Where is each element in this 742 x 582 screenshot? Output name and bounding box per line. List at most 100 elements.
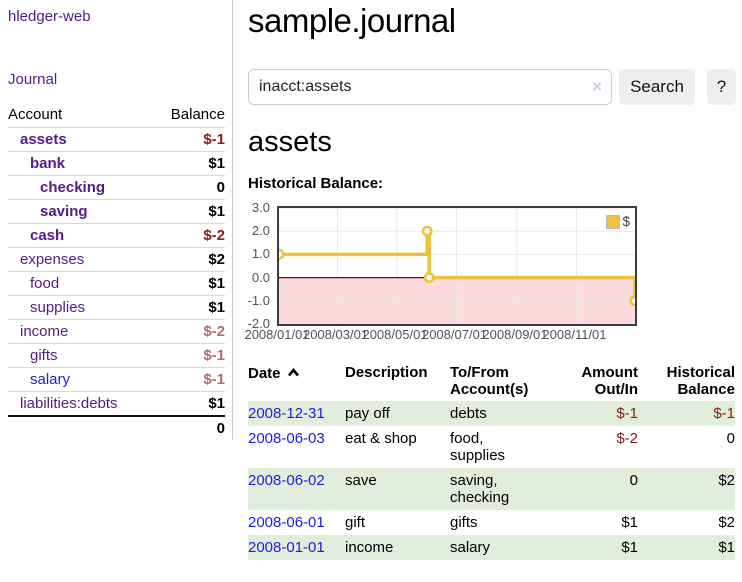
transaction-amount: $-1 <box>616 405 638 422</box>
transaction-accounts: food, supplies <box>450 430 506 464</box>
account-balance: $1 <box>208 299 225 316</box>
register-header-row: Date Description To/From Account(s) Amou… <box>248 361 735 401</box>
col-header-amount: Amount Out/In <box>581 364 638 398</box>
accounts-total-row: 0 <box>8 415 225 440</box>
account-balance: $1 <box>208 275 225 292</box>
account-row: cash $-2 <box>8 223 225 247</box>
account-balance: $-2 <box>203 323 225 340</box>
account-link-cash[interactable]: cash <box>30 227 65 244</box>
sidebar-item-journal[interactable]: Journal <box>8 71 58 88</box>
accounts-tree: Account Balance assets $-1 bank $1 check… <box>8 103 225 440</box>
account-link-expenses[interactable]: expenses <box>20 251 85 268</box>
account-row: salary $-1 <box>8 367 225 391</box>
account-link-income[interactable]: income <box>20 323 69 340</box>
account-balance: 0 <box>216 179 225 196</box>
transaction-balance: $-1 <box>713 405 735 422</box>
account-balance: $-1 <box>203 131 225 148</box>
account-link-liabilities-debts[interactable]: liabilities:debts <box>20 395 118 412</box>
account-row: bank $1 <box>8 151 225 175</box>
account-heading: assets <box>248 126 332 158</box>
account-balance: $1 <box>208 395 225 412</box>
search-input[interactable] <box>248 69 612 105</box>
transaction-balance: $2 <box>718 472 735 489</box>
clear-search-icon[interactable]: × <box>592 77 602 96</box>
search-button[interactable]: Search <box>619 69 695 105</box>
search-form: × Search ? <box>248 69 736 105</box>
transaction-balance: 0 <box>726 430 735 447</box>
col-header-balance: Historical Balance <box>666 364 735 398</box>
legend-label: $ <box>622 214 630 229</box>
transaction-description: save <box>345 472 377 489</box>
transaction-amount: $1 <box>621 539 638 556</box>
transaction-accounts: debts <box>450 405 487 422</box>
account-link-assets[interactable]: assets <box>20 131 67 148</box>
transaction-date-link[interactable]: 2008-12-31 <box>248 405 325 422</box>
account-row: liabilities:debts $1 <box>8 391 225 415</box>
account-row: food $1 <box>8 271 225 295</box>
register-row: 2008-01-01 income salary $1 $1 <box>248 535 735 560</box>
account-link-saving[interactable]: saving <box>40 203 88 220</box>
chart-canvas <box>279 208 635 324</box>
account-row: income $-2 <box>8 319 225 343</box>
accounts-header: Account Balance <box>8 103 225 127</box>
transaction-amount: $-2 <box>616 430 638 447</box>
transaction-amount: 0 <box>629 472 638 489</box>
search-field-wrap: × <box>248 69 612 105</box>
sort-ascending-icon <box>287 364 300 381</box>
account-row: gifts $-1 <box>8 343 225 367</box>
col-header-date[interactable]: Date <box>248 361 345 401</box>
transaction-description: income <box>345 539 394 556</box>
register-row: 2008-06-01 gift gifts $1 $2 <box>248 510 735 535</box>
legend-swatch-icon <box>606 214 621 229</box>
account-link-supplies[interactable]: supplies <box>30 299 86 316</box>
chart-y-axis-labels: 3.0 2.0 1.0 0.0 -1.0 -2.0 <box>247 200 270 331</box>
accounts-total-value: 0 <box>216 420 225 437</box>
app-brand-link[interactable]: hledger-web <box>8 8 91 25</box>
help-button[interactable]: ? <box>707 69 736 105</box>
account-row: checking 0 <box>8 175 225 199</box>
chart-x-axis-labels: 2008/01/01 2008/03/01 2008/05/01 2008/07/01… <box>244 327 607 342</box>
transaction-date-link[interactable]: 2008-06-03 <box>248 430 325 447</box>
account-balance: $1 <box>208 155 225 172</box>
transaction-description: pay off <box>345 405 390 422</box>
register-table: Date Description To/From Account(s) Amou… <box>248 361 735 560</box>
col-header-date-label: Date <box>248 365 281 382</box>
account-row: supplies $1 <box>8 295 225 319</box>
transaction-date-link[interactable]: 2008-06-02 <box>248 472 325 489</box>
chart-title: Historical Balance: <box>248 175 384 192</box>
transaction-accounts: saving, checking <box>450 472 510 506</box>
account-link-checking[interactable]: checking <box>40 179 106 196</box>
transaction-date-link[interactable]: 2008-01-01 <box>248 539 325 556</box>
transaction-amount: $1 <box>621 514 638 531</box>
historical-balance-chart: 3.0 2.0 1.0 0.0 -1.0 -2.0 $ 2008/01/01 2008/03… <box>244 200 668 344</box>
register-row: 2008-12-31 pay off debts $-1 $-1 <box>248 401 735 426</box>
accounts-col-balance: Balance <box>170 106 225 123</box>
register-row: 2008-06-03 eat & shop food, supplies $-2… <box>248 426 735 468</box>
col-header-accounts: To/From Account(s) <box>450 364 529 398</box>
transaction-description: gift <box>345 514 366 531</box>
transaction-accounts: salary <box>450 539 491 556</box>
account-balance: $1 <box>208 203 225 220</box>
main-content: sample.journal × Search ? assets Histori… <box>244 0 742 582</box>
account-link-food[interactable]: food <box>30 275 60 292</box>
col-header-description: Description <box>345 364 428 381</box>
transaction-description: eat & shop <box>345 430 417 447</box>
transaction-balance: $1 <box>718 539 735 556</box>
account-link-salary[interactable]: salary <box>30 371 71 388</box>
chart-legend: $ <box>606 214 630 229</box>
account-link-bank[interactable]: bank <box>30 155 66 172</box>
accounts-col-account: Account <box>8 106 63 123</box>
page-title: sample.journal <box>248 2 456 39</box>
transaction-accounts: gifts <box>450 514 478 531</box>
transaction-balance: $2 <box>718 514 735 531</box>
account-balance: $-2 <box>203 227 225 244</box>
sidebar: hledger-web Journal Account Balance asse… <box>0 0 233 440</box>
chart-plot-area: $ <box>277 206 637 326</box>
account-row: saving $1 <box>8 199 225 223</box>
account-balance: $2 <box>208 251 225 268</box>
account-link-gifts[interactable]: gifts <box>30 347 58 364</box>
transaction-date-link[interactable]: 2008-06-01 <box>248 514 325 531</box>
account-row: expenses $2 <box>8 247 225 271</box>
register-row: 2008-06-02 save saving, checking 0 $2 <box>248 468 735 510</box>
